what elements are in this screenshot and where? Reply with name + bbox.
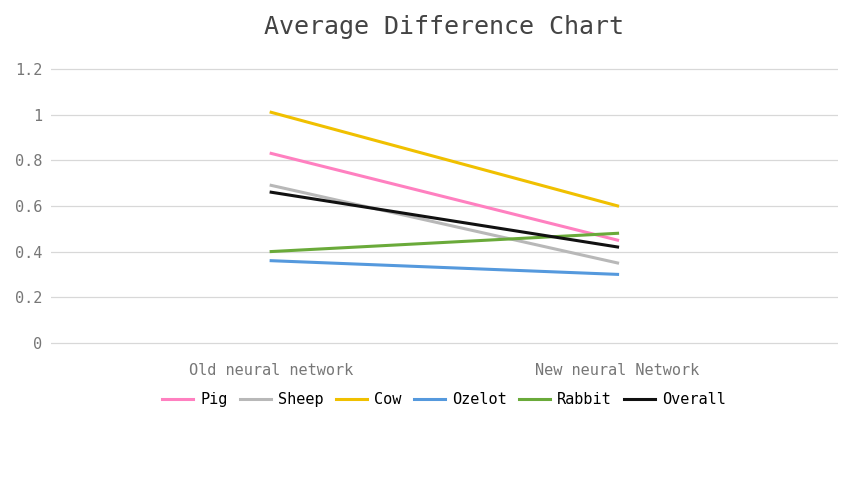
Line: Cow: Cow (271, 112, 617, 206)
Ozelot (266, 258, 276, 264)
Line: Overall: Overall (271, 192, 617, 247)
Sheep (266, 182, 276, 188)
Rabbit (266, 248, 276, 254)
Overall (612, 244, 622, 250)
Sheep (612, 260, 622, 266)
Legend: Pig, Sheep, Cow, Ozelot, Rabbit, Overall: Pig, Sheep, Cow, Ozelot, Rabbit, Overall (156, 386, 732, 413)
Pig (612, 237, 622, 243)
Line: Sheep: Sheep (271, 185, 617, 263)
Overall (266, 189, 276, 195)
Line: Rabbit: Rabbit (271, 233, 617, 251)
Ozelot (612, 271, 622, 277)
Line: Ozelot: Ozelot (271, 261, 617, 274)
Line: Pig: Pig (271, 153, 617, 240)
Cow (266, 109, 276, 115)
Title: Average Difference Chart: Average Difference Chart (264, 15, 624, 39)
Rabbit (612, 230, 622, 236)
Pig (266, 150, 276, 156)
Cow (612, 203, 622, 209)
